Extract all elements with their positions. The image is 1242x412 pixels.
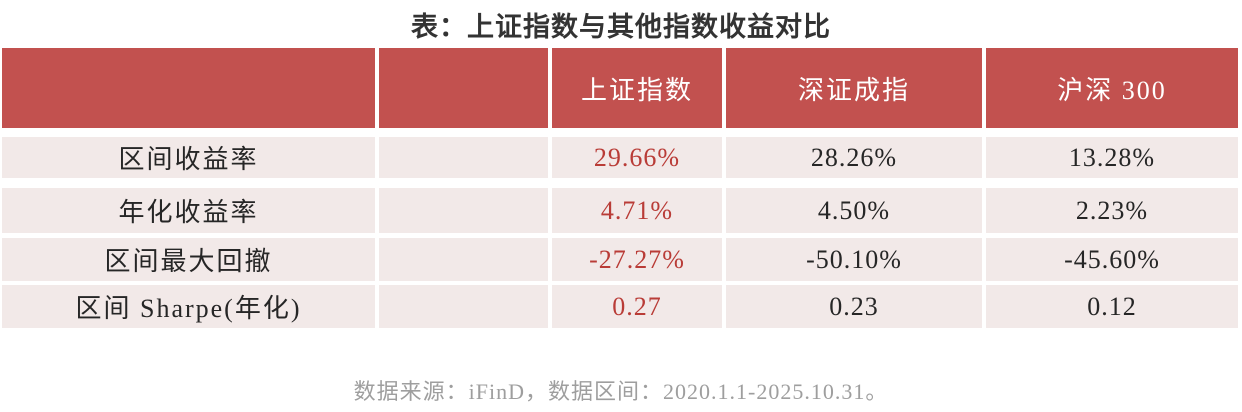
spacer-cell [379, 188, 548, 233]
row-label: 年化收益率 [2, 188, 375, 233]
header-cell-empty-0 [2, 48, 375, 128]
spacer-cell [379, 285, 548, 328]
header-cell-4: 沪深 300 [986, 48, 1238, 128]
value-cell: -45.60% [986, 238, 1238, 281]
row-label: 区间 Sharpe(年化) [2, 285, 375, 328]
value-cell: -27.27% [552, 238, 722, 281]
value-cell: 0.27 [552, 285, 722, 328]
table-row: 区间 Sharpe(年化) 0.27 0.23 0.12 [2, 285, 1240, 328]
value-cell: 29.66% [552, 137, 722, 178]
value-cell: 0.23 [726, 285, 982, 328]
header-cell-3: 深证成指 [726, 48, 982, 128]
value-cell: 2.23% [986, 188, 1238, 233]
row-label: 区间最大回撤 [2, 238, 375, 281]
table-body: 区间收益率 29.66% 28.26% 13.28% 年化收益率 4.71% 4.50% 2.… [2, 137, 1240, 328]
spacer-cell [379, 137, 548, 178]
table-row: 区间收益率 29.66% 28.26% 13.28% [2, 137, 1240, 178]
value-cell: 13.28% [986, 137, 1238, 178]
data-source-note: 数据来源：iFinD，数据区间：2020.1.1-2025.10.31。 [353, 379, 889, 404]
header-cell-2: 上证指数 [552, 48, 722, 128]
value-cell: 0.12 [986, 285, 1238, 328]
header-cell-empty-1 [379, 48, 548, 128]
row-label: 区间收益率 [2, 137, 375, 178]
value-cell: 4.71% [552, 188, 722, 233]
table-row: 区间最大回撤 -27.27% -50.10% -45.60% [2, 238, 1240, 281]
table-header-row: 上证指数 深证成指 沪深 300 [2, 48, 1240, 128]
spacer-cell [379, 238, 548, 281]
value-cell: 4.50% [726, 188, 982, 233]
value-cell: -50.10% [726, 238, 982, 281]
value-cell: 28.26% [726, 137, 982, 178]
table-row: 年化收益率 4.71% 4.50% 2.23% [2, 188, 1240, 233]
index-comparison-table: 上证指数 深证成指 沪深 300 区间收益率 29.66% 28.26% 13.28% 年化… [2, 48, 1240, 328]
table-title: 表：上证指数与其他指数收益对比 [411, 12, 831, 42]
